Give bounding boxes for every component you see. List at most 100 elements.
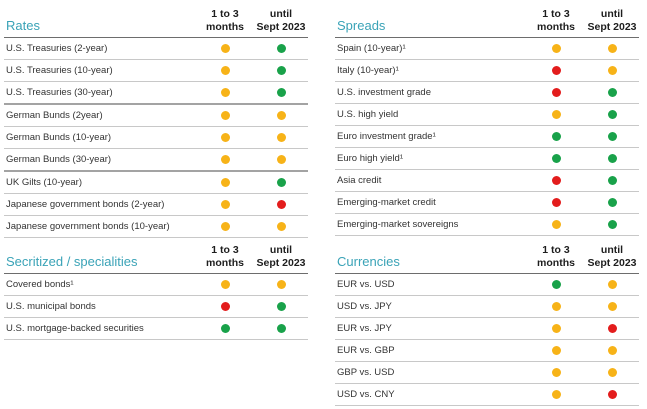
- outlook-1-3-months-yellow-dot-icon: [221, 133, 230, 142]
- table-row: USD vs. CNY: [335, 384, 639, 406]
- outlook-1-3-months-red-dot-icon: [552, 66, 561, 75]
- outlook-until-sept-2023-yellow-dot-icon: [608, 346, 617, 355]
- table-row: German Bunds (30-year): [4, 149, 308, 172]
- outlook-1-3-months-green-dot-icon: [552, 132, 561, 141]
- table-row: EUR vs. USD: [335, 274, 639, 296]
- outlook-until-sept-2023-yellow-dot-icon: [608, 44, 617, 53]
- table-row: Emerging-market credit: [335, 192, 639, 214]
- row-label: USD vs. CNY: [337, 389, 395, 400]
- col-1-to-3-months: 1 to 3 months: [537, 244, 575, 269]
- spreads-header: Spreads 1 to 3 months until Sept 2023: [335, 8, 639, 38]
- table-row: Spain (10-year)¹: [335, 38, 639, 60]
- row-label: Euro investment grade¹: [337, 131, 436, 142]
- table-row: U.S. municipal bonds: [4, 296, 308, 318]
- row-label: Emerging-market credit: [337, 197, 436, 208]
- row-label: German Bunds (30-year): [6, 154, 112, 165]
- outlook-until-sept-2023-yellow-dot-icon: [277, 280, 286, 289]
- outlook-1-3-months-yellow-dot-icon: [221, 200, 230, 209]
- row-label: U.S. municipal bonds: [6, 301, 96, 312]
- outlook-1-3-months-yellow-dot-icon: [221, 280, 230, 289]
- outlook-until-sept-2023-yellow-dot-icon: [277, 111, 286, 120]
- row-label: EUR vs. USD: [337, 279, 395, 290]
- outlook-1-3-months-yellow-dot-icon: [221, 178, 230, 187]
- outlook-until-sept-2023-yellow-dot-icon: [277, 133, 286, 142]
- outlook-1-3-months-yellow-dot-icon: [552, 390, 561, 399]
- table-row: German Bunds (2year): [4, 105, 308, 127]
- table-row: Italy (10-year)¹: [335, 60, 639, 82]
- table-row: U.S. Treasuries (10-year): [4, 60, 308, 82]
- table-row: Asia credit: [335, 170, 639, 192]
- col-1-to-3-months: 1 to 3 months: [206, 8, 244, 33]
- outlook-until-sept-2023-red-dot-icon: [608, 324, 617, 333]
- row-label: Italy (10-year)¹: [337, 65, 399, 76]
- currencies-rows: EUR vs. USD USD vs. JPY EUR vs. JPY EUR vs.…: [335, 274, 639, 406]
- table-row: Emerging-market sovereigns: [335, 214, 639, 236]
- outlook-1-3-months-yellow-dot-icon: [552, 368, 561, 377]
- row-label: Japanese government bonds (2-year): [6, 199, 165, 210]
- spreads-panel: Spreads 1 to 3 months until Sept 2023 Spai…: [335, 8, 639, 236]
- outlook-until-sept-2023-green-dot-icon: [277, 324, 286, 333]
- table-row: USD vs. JPY: [335, 296, 639, 318]
- row-label: UK Gilts (10-year): [6, 177, 83, 188]
- row-label: Asia credit: [337, 175, 382, 186]
- securitized-header: Secritized / specialities 1 to 3 months u…: [4, 244, 308, 274]
- outlook-1-3-months-yellow-dot-icon: [552, 302, 561, 311]
- outlook-until-sept-2023-green-dot-icon: [608, 154, 617, 163]
- outlook-1-3-months-yellow-dot-icon: [221, 88, 230, 97]
- outlook-until-sept-2023-yellow-dot-icon: [608, 368, 617, 377]
- outlook-1-3-months-yellow-dot-icon: [552, 346, 561, 355]
- row-label: German Bunds (2year): [6, 110, 103, 121]
- securitized-panel: Secritized / specialities 1 to 3 months u…: [4, 244, 308, 340]
- outlook-1-3-months-yellow-dot-icon: [221, 66, 230, 75]
- table-row: U.S. mortgage-backed securities: [4, 318, 308, 340]
- row-label: U.S. mortgage-backed securities: [6, 323, 144, 334]
- outlook-1-3-months-red-dot-icon: [552, 88, 561, 97]
- table-row: Covered bonds¹: [4, 274, 308, 296]
- spreads-title: Spreads: [337, 18, 386, 33]
- table-row: Euro investment grade¹: [335, 126, 639, 148]
- outlook-until-sept-2023-green-dot-icon: [277, 302, 286, 311]
- table-row: Euro high yield¹: [335, 148, 639, 170]
- row-label: Euro high yield¹: [337, 153, 404, 164]
- outlook-1-3-months-yellow-dot-icon: [552, 110, 561, 119]
- outlook-until-sept-2023-green-dot-icon: [608, 176, 617, 185]
- outlook-until-sept-2023-yellow-dot-icon: [277, 222, 286, 231]
- outlook-1-3-months-yellow-dot-icon: [552, 324, 561, 333]
- table-row: U.S. Treasuries (2-year): [4, 38, 308, 60]
- outlook-until-sept-2023-green-dot-icon: [608, 132, 617, 141]
- outlook-until-sept-2023-red-dot-icon: [277, 200, 286, 209]
- col-1-to-3-months: 1 to 3 months: [206, 244, 244, 269]
- col-1-to-3-months: 1 to 3 months: [537, 8, 575, 33]
- outlook-until-sept-2023-green-dot-icon: [277, 178, 286, 187]
- row-label: Emerging-market sovereigns: [337, 219, 459, 230]
- table-row: Japanese government bonds (2-year): [4, 194, 308, 216]
- outlook-1-3-months-yellow-dot-icon: [221, 44, 230, 53]
- table-row: EUR vs. JPY: [335, 318, 639, 340]
- currencies-title: Currencies: [337, 254, 400, 269]
- outlook-until-sept-2023-green-dot-icon: [277, 88, 286, 97]
- table-row: UK Gilts (10-year): [4, 172, 308, 194]
- rates-panel: Rates 1 to 3 months until Sept 2023 U.S. T…: [4, 8, 308, 238]
- rates-rows: U.S. Treasuries (2-year) U.S. Treasuries …: [4, 38, 308, 238]
- row-label: EUR vs. GBP: [337, 345, 395, 356]
- outlook-1-3-months-red-dot-icon: [552, 176, 561, 185]
- outlook-1-3-months-red-dot-icon: [221, 302, 230, 311]
- table-row: EUR vs. GBP: [335, 340, 639, 362]
- row-label: Japanese government bonds (10-year): [6, 221, 170, 232]
- table-row: U.S. investment grade: [335, 82, 639, 104]
- table-row: German Bunds (10-year): [4, 127, 308, 149]
- row-label: U.S. Treasuries (2-year): [6, 43, 108, 54]
- table-row: U.S. high yield: [335, 104, 639, 126]
- outlook-1-3-months-red-dot-icon: [552, 198, 561, 207]
- rates-header: Rates 1 to 3 months until Sept 2023: [4, 8, 308, 38]
- table-row: Japanese government bonds (10-year): [4, 216, 308, 238]
- row-label: EUR vs. JPY: [337, 323, 392, 334]
- row-label: German Bunds (10-year): [6, 132, 112, 143]
- outlook-until-sept-2023-yellow-dot-icon: [608, 280, 617, 289]
- table-row: U.S. Treasuries (30-year): [4, 82, 308, 105]
- outlook-1-3-months-yellow-dot-icon: [552, 44, 561, 53]
- outlook-until-sept-2023-green-dot-icon: [277, 66, 286, 75]
- rates-title: Rates: [6, 18, 40, 33]
- row-label: GBP vs. USD: [337, 367, 395, 378]
- securitized-title: Secritized / specialities: [6, 254, 138, 269]
